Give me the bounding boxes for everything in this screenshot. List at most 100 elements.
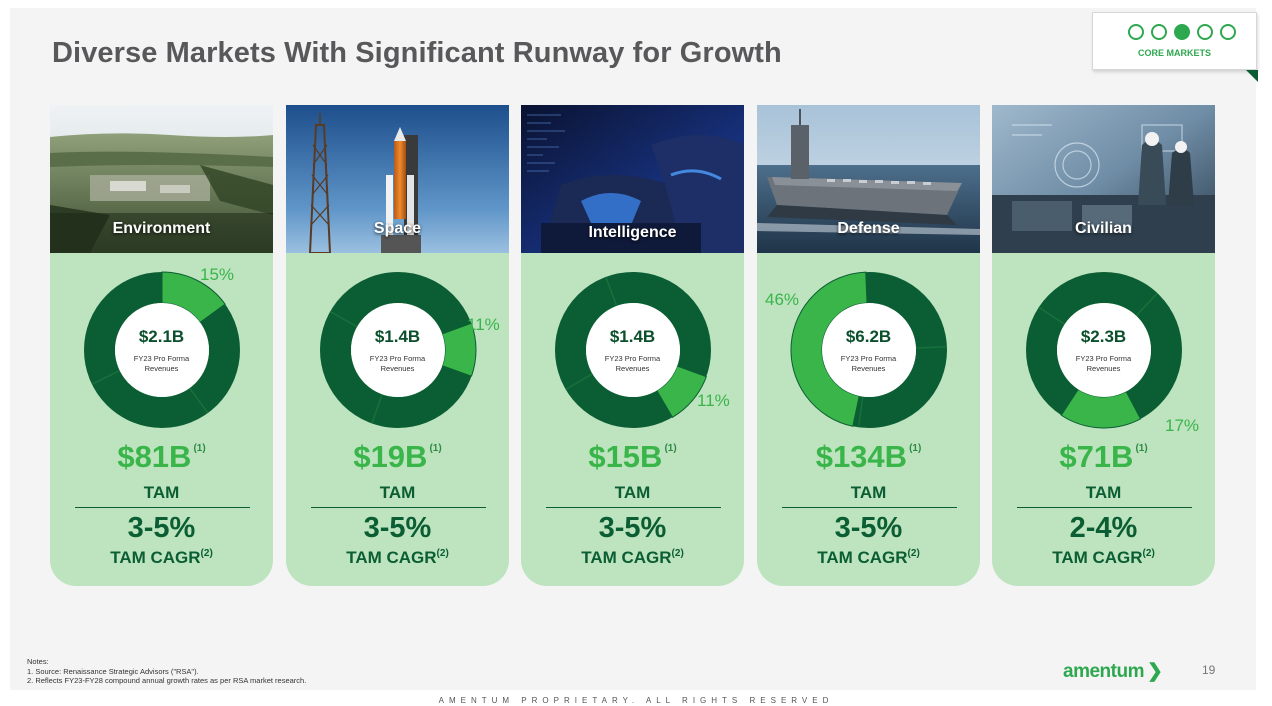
card-body: $2.1B FY23 Pro Forma Revenues 15% $81B (1) TAM… [50,253,273,586]
revenue-label: Revenues [851,364,886,373]
revenue-label: Revenues [380,364,415,373]
section-dot[interactable] [1197,24,1213,40]
space-photo [286,105,509,253]
corner-triangle [1246,70,1258,82]
card-body: $1.4B FY23 Pro Forma Revenues 11% $15B (1) TAM… [521,253,744,586]
section-dot[interactable] [1128,24,1144,40]
cagr-text: TAM CAGR [110,548,201,567]
share-percent-label: 17% [1165,416,1200,435]
section-dot-active[interactable] [1174,24,1190,40]
segment-divider [329,310,358,328]
slide: Diverse Markets With Significant Runway … [10,8,1256,690]
other-markets-segment [555,272,711,428]
footnote-ref: (2) [1142,548,1155,559]
tam-value: $15B (1) [521,439,744,475]
share-percent-label: 11% [467,315,500,334]
market-share-segment [161,271,226,324]
chevron-right-icon: ❯ [1146,661,1163,682]
donut-center [822,303,916,397]
card-body: $6.2B FY23 Pro Forma Revenues 46% $134B (1) TA… [757,253,980,586]
cagr-text: TAM CAGR [817,548,908,567]
note-1: 1. Source: Renaissance Strategic Advisor… [27,666,199,676]
footnote-ref: (1) [664,443,677,454]
footnote-ref: (2) [436,548,449,559]
cagr-value: 2-4% [1069,512,1138,544]
cagr-value: 3-5% [363,512,432,544]
card-body: $1.4B FY23 Pro Forma Revenues 11% $19B (1) TAM… [286,253,509,586]
tam-amount: $19B [353,439,428,474]
section-dot[interactable] [1151,24,1167,40]
card-title: Space [373,220,422,237]
market-card-civilian: Civilian $2.3B FY23 Pro Forma Revenues 17% $… [992,105,1215,586]
revenue-share-donut [84,271,240,428]
footnote-ref: (1) [909,443,922,454]
card-title: Environment [112,220,211,237]
segment-divider [565,373,593,391]
logo-text: amentum [1063,661,1144,682]
revenue-value: $6.2B [845,327,892,346]
cagr-label: TAM CAGR(2) [757,548,980,568]
share-percent-label: 46% [765,290,800,309]
section-nav: CORE MARKETS [1092,12,1257,70]
section-label: CORE MARKETS [1137,48,1211,58]
revenue-share-donut [1026,272,1182,429]
note-2: 2. Reflects FY23-FY28 compound annual gr… [27,676,307,685]
revenue-value: $1.4B [374,327,421,346]
footnote-ref: (1) [1135,443,1148,454]
segment-divider [91,369,121,385]
revenue-share-donut [320,272,477,428]
footnote-ref: (2) [200,548,213,559]
revenue-label: FY23 Pro Forma [133,354,190,363]
market-card-environment: Environment $2.1B FY23 Pro Forma Revenues 1… [50,105,273,586]
tam-label: TAM [1085,483,1122,502]
donut-center [586,303,680,397]
donut-center [1057,303,1151,397]
tam-amount: $15B [588,439,663,474]
divider [782,507,957,508]
cagr-label: TAM CAGR(2) [521,548,744,568]
cagr-value: 3-5% [127,512,196,544]
card-title: Defense [837,220,900,237]
section-dot[interactable] [1220,24,1236,40]
segment-divider [915,345,947,349]
environment-photo [50,105,273,253]
cagr-label: TAM CAGR(2) [50,548,273,568]
cagr-text: TAM CAGR [581,548,672,567]
segment-divider [857,396,864,428]
tam-value: $134B (1) [757,439,980,475]
footnote-ref: (2) [907,548,920,559]
divider [75,507,250,508]
revenue-share-donut [555,272,711,428]
tam-value: $81B (1) [50,439,273,475]
revenue-label: FY23 Pro Forma [369,354,426,363]
cagr-value: 3-5% [598,512,667,544]
card-title: Intelligence [588,224,677,241]
tam-amount: $81B [117,439,192,474]
tam-label: TAM [143,483,180,502]
market-card-defense: Defense $6.2B FY23 Pro Forma Revenues 46% $1… [757,105,980,586]
segment-divider [1135,292,1158,317]
intelligence-photo [521,105,744,253]
segment-divider [371,394,383,424]
civilian-photo [992,105,1215,253]
segment-divider [605,276,618,307]
tam-label: TAM [850,483,887,502]
defense-photo [757,105,980,253]
share-percent-label: 11% [697,391,730,410]
footer-proprietary: AMENTUM PROPRIETARY. ALL RIGHTS RESERVED [438,696,834,705]
card-body: $2.3B FY23 Pro Forma Revenues 17% $71B (1) TAM… [992,253,1215,586]
notes-heading: Notes: [27,657,49,666]
page-title: Diverse Markets With Significant Runway … [52,37,782,69]
divider [311,507,486,508]
cagr-value: 3-5% [834,512,903,544]
revenue-label: FY23 Pro Forma [1075,354,1132,363]
tam-label: TAM [379,483,416,502]
revenue-label: FY23 Pro Forma [840,354,897,363]
section-dots [1128,24,1236,40]
revenue-value: $2.1B [138,327,185,346]
revenue-label: Revenues [615,364,650,373]
card-title: Civilian [1075,220,1132,237]
cagr-label: TAM CAGR(2) [286,548,509,568]
donut-center [115,303,209,397]
revenue-label: Revenues [1086,364,1121,373]
